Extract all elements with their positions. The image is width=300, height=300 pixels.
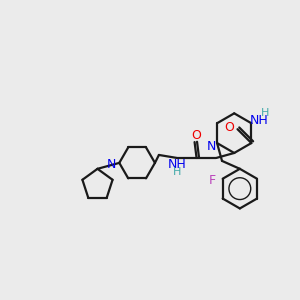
Text: H: H (172, 167, 181, 177)
Text: H: H (261, 108, 269, 118)
Text: N: N (206, 140, 216, 152)
Text: F: F (209, 174, 216, 187)
Text: NH: NH (167, 158, 186, 171)
Text: NH: NH (250, 114, 269, 127)
Text: O: O (225, 121, 235, 134)
Text: O: O (192, 129, 202, 142)
Text: N: N (107, 158, 116, 171)
